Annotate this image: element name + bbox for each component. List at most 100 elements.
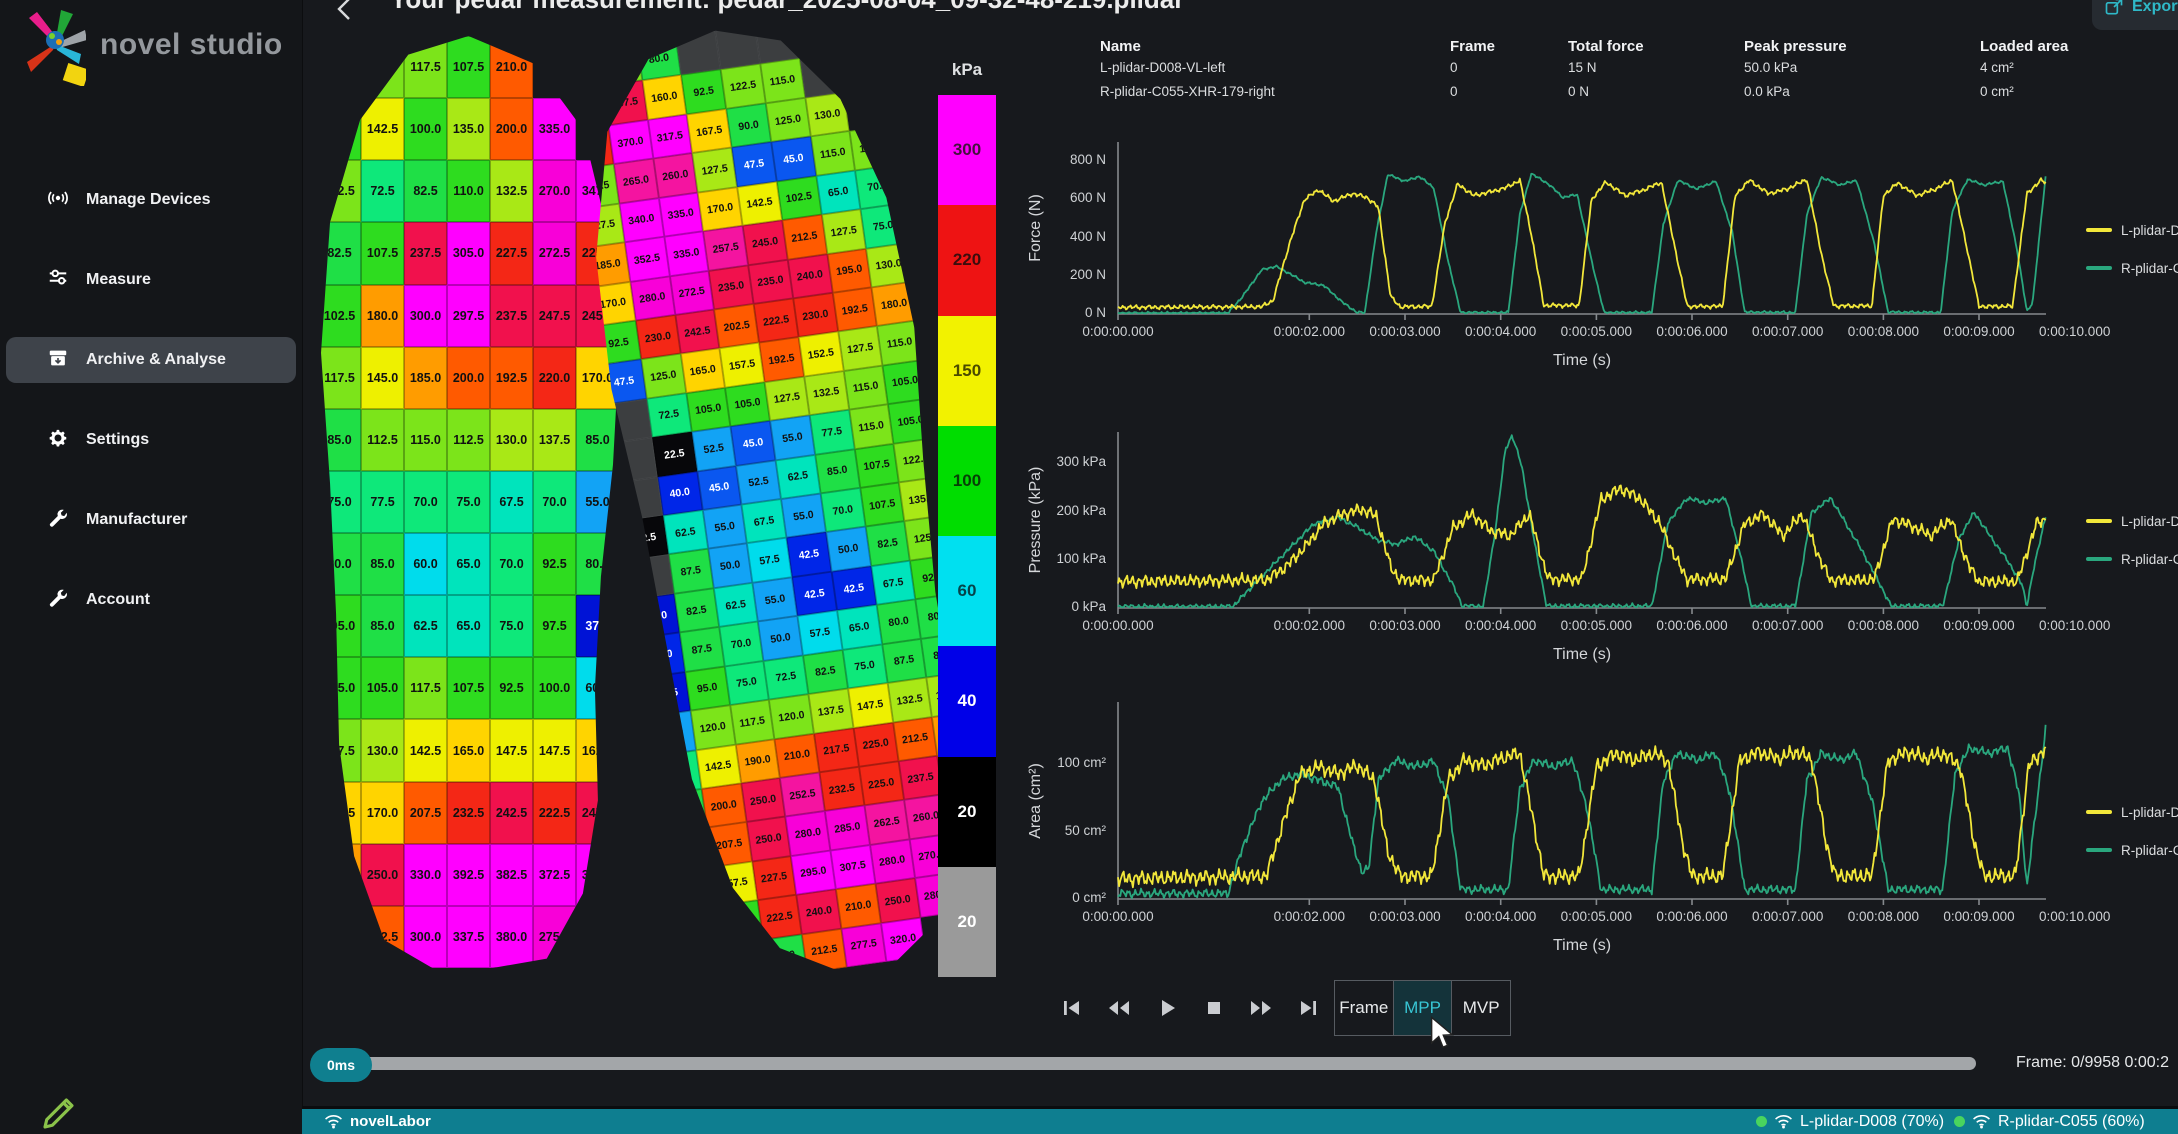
brand-name: novel studio <box>100 28 283 61</box>
pressure-cell: 45.0 <box>697 465 742 510</box>
pressure-cell: 87.5 <box>667 828 712 873</box>
pressure-cell: 87.5 <box>679 627 724 672</box>
pressure-cell: 242.5 <box>675 309 720 354</box>
pressure-cell: 132.5 <box>490 160 533 223</box>
legend-label: R-plidar-C055-XHR-179-right <box>2121 842 2178 858</box>
pressure-cell: 195.0 <box>827 248 872 293</box>
skip-start-button[interactable] <box>1057 993 1087 1023</box>
pressure-cell: 125.0 <box>766 98 811 143</box>
pressure-cell: 152.5 <box>798 332 843 377</box>
playback-mode-switch: Frame MPP MVP <box>1334 980 1511 1036</box>
sidebar-item-settings[interactable]: Settings <box>6 417 296 463</box>
info-header-peak-pressure: Peak pressure <box>1744 38 1847 55</box>
sidebar-item-label: Manufacturer <box>86 511 188 528</box>
scale-segment: 100 <box>938 425 996 536</box>
pressure-cell: 75.0 <box>842 644 887 689</box>
play-button[interactable] <box>1152 993 1182 1023</box>
legend-entry: R-plidar-C055-XHR-179-right <box>2086 258 2178 278</box>
pressure-cell: 380.0 <box>490 905 533 968</box>
sidebar-item-archive-analyse[interactable]: Archive & Analyse <box>6 337 296 383</box>
fast-forward-icon <box>1251 1001 1271 1015</box>
pressure-cell: 115.0 <box>810 131 855 176</box>
pressure-cell: 92.5 <box>533 533 576 596</box>
pressure-cell: 80.0 <box>636 36 681 81</box>
pressure-cell: 305.0 <box>447 222 490 285</box>
sidebar-item-label: Measure <box>86 271 151 288</box>
pressure-cell: 105.0 <box>888 399 933 444</box>
x-axis-tick-label: 0:00:00.000 <box>1082 324 1154 339</box>
rewind-button[interactable] <box>1104 993 1134 1023</box>
legend-line <box>2086 228 2112 232</box>
wrench-icon <box>46 587 70 614</box>
pressure-cell: 67.5 <box>871 560 916 605</box>
pressure-cell: 142.5 <box>404 719 447 782</box>
pressure-cell: 112.5 <box>321 160 361 223</box>
pressure-cell: 107.5 <box>447 36 490 99</box>
pressure-cell: 142.5 <box>361 98 404 161</box>
legend-line <box>2086 557 2112 561</box>
sidebar-item-manufacturer[interactable]: Manufacturer <box>6 497 296 543</box>
pressure-cell: 42.5 <box>831 566 876 611</box>
pressure-cell: 202.5 <box>714 304 759 349</box>
scale-segment: 60 <box>938 536 996 647</box>
pressure-cell: 22.5 <box>652 432 697 477</box>
pressure-cell: 192.5 <box>361 905 404 968</box>
x-axis-tick-label: 0:00:00.000 <box>1082 909 1154 924</box>
fast-forward-button[interactable] <box>1246 993 1276 1023</box>
pressure-cell: 115.0 <box>843 365 888 410</box>
info-header-name: Name <box>1100 38 1141 55</box>
pressure-cell: 220.0 <box>533 346 576 409</box>
mode-button-frame[interactable]: Frame <box>1335 981 1394 1035</box>
wrench-icon <box>46 507 70 534</box>
pressure-cell: 120.0 <box>769 694 814 739</box>
timeline-track[interactable] <box>340 1057 1976 1070</box>
timeline-thumb[interactable]: 0ms <box>310 1048 372 1082</box>
pressure-cell: 200.0 <box>701 783 746 828</box>
pressure-cell: 95.0 <box>685 666 730 711</box>
info-loaded-area-left: 4 cm² <box>1980 60 2014 75</box>
pressure-cell: 307.5 <box>830 845 875 890</box>
skip-end-button[interactable] <box>1293 993 1323 1023</box>
pressure-cell: 225.0 <box>859 761 904 806</box>
pressure-cell: 105.0 <box>883 360 928 405</box>
pressure-cell: 370.0 <box>608 120 653 165</box>
pressure-cell: 352.5 <box>625 237 670 282</box>
edit-pencil-icon[interactable] <box>38 1092 80 1134</box>
pressure-cell: 92.5 <box>718 900 763 945</box>
stop-button[interactable] <box>1199 993 1229 1023</box>
pressure-cell: 50.0 <box>826 527 871 572</box>
export-button[interactable]: Export <box>2092 0 2178 30</box>
x-axis-tick-label: 0:00:08.000 <box>1847 618 1920 633</box>
pressure-cell: 117.5 <box>321 346 361 409</box>
legend-label: L-plidar-D008-VL-left <box>2121 804 2178 820</box>
left-insole-pressure-map: 125.0 117.5 107.5 210.0 102.5 142.5 100.0 135.0… <box>321 36 619 968</box>
pressure-cell: 102.5 <box>776 176 821 221</box>
x-axis-tick-label: 0:00:02.000 <box>1273 324 1345 339</box>
info-total-force-left: 15 N <box>1568 60 1597 75</box>
mode-button-mvp[interactable]: MVP <box>1462 998 1500 1017</box>
x-axis-tick-label: 0:00:02.000 <box>1273 909 1345 924</box>
back-arrow-icon[interactable] <box>334 0 356 21</box>
pressure-cell: 147.5 <box>490 719 533 782</box>
pressure-cell: 245.0 <box>743 220 788 265</box>
pressure-cell: 180.0 <box>361 284 404 347</box>
sidebar-item-label: Archive & Analyse <box>86 351 226 368</box>
pressure-cell: 170.0 <box>698 187 743 232</box>
pressure-cell: 87.5 <box>668 549 713 594</box>
legend-label: R-plidar-C055-XHR-179-right <box>2121 551 2178 567</box>
pressure-cell: 340.0 <box>619 198 664 243</box>
legend-entry: L-plidar-D008-VL-left <box>2086 511 2178 531</box>
pressure-cell: 37.5 <box>645 672 690 717</box>
sidebar-item-measure[interactable]: Measure <box>6 257 296 303</box>
series-line-right <box>1117 724 2047 900</box>
chart-plot <box>1117 702 2047 905</box>
pressure-cell: 70.0 <box>656 750 701 795</box>
sidebar-item-account[interactable]: Account <box>6 577 296 623</box>
x-axis-tick-label: 0:00:05.000 <box>1560 324 1632 339</box>
pressure-cell: 237.5 <box>490 284 533 347</box>
sidebar-item-manage-devices[interactable]: Manage Devices <box>6 177 296 223</box>
pressure-cell: 52.5 <box>736 460 781 505</box>
pressure-cell: 70.0 <box>490 533 533 596</box>
pressure-cell: 65.0 <box>816 170 861 215</box>
pressure-cell: 102.5 <box>321 98 361 161</box>
